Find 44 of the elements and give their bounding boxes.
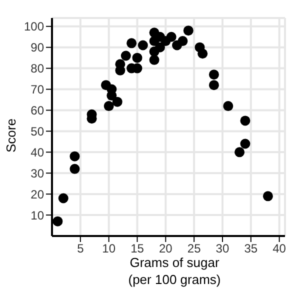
y-tick-label: 70	[30, 82, 44, 97]
point	[223, 101, 234, 112]
x-tick-label: 30	[216, 242, 230, 256]
point	[208, 80, 219, 90]
y-tick-label: 60	[30, 103, 44, 118]
y-tick-label: 40	[30, 145, 44, 160]
point	[52, 216, 63, 226]
x-tick-label: 20	[158, 242, 173, 256]
point	[70, 164, 80, 174]
y-tick-label: 80	[30, 62, 44, 76]
y-tick-label: 90	[30, 40, 44, 55]
point	[138, 40, 148, 50]
point	[262, 191, 273, 202]
point	[166, 32, 176, 42]
point	[234, 147, 245, 158]
point	[208, 70, 219, 80]
point	[240, 138, 250, 149]
point	[58, 193, 68, 204]
point	[112, 96, 122, 107]
x-tick-label: 40	[272, 242, 286, 256]
y-axis-title: Score	[4, 118, 18, 154]
y-tick-label: 30	[30, 166, 44, 180]
x-axis-title: Grams of sugar (per 100 grams)	[127, 254, 222, 288]
point	[149, 54, 160, 65]
x-tick-label: 25	[187, 242, 202, 256]
point	[104, 101, 114, 112]
point	[132, 52, 142, 63]
x-tick-label: 35	[244, 242, 258, 256]
x-tick-label: 15	[130, 242, 144, 256]
y-tick-label: 100	[24, 20, 44, 34]
y-tick-label: 20	[30, 187, 44, 202]
y-tick-label: 10	[30, 208, 44, 222]
point	[106, 90, 117, 101]
y-tick-label: 50	[30, 124, 44, 138]
point	[70, 151, 80, 162]
point	[120, 50, 131, 61]
point	[126, 38, 137, 48]
point	[178, 36, 188, 46]
point	[240, 116, 250, 126]
point	[183, 26, 194, 36]
point	[198, 48, 208, 59]
x-tick-label: 5	[77, 242, 84, 256]
point	[154, 42, 165, 52]
x-tick-label: 10	[102, 242, 116, 256]
